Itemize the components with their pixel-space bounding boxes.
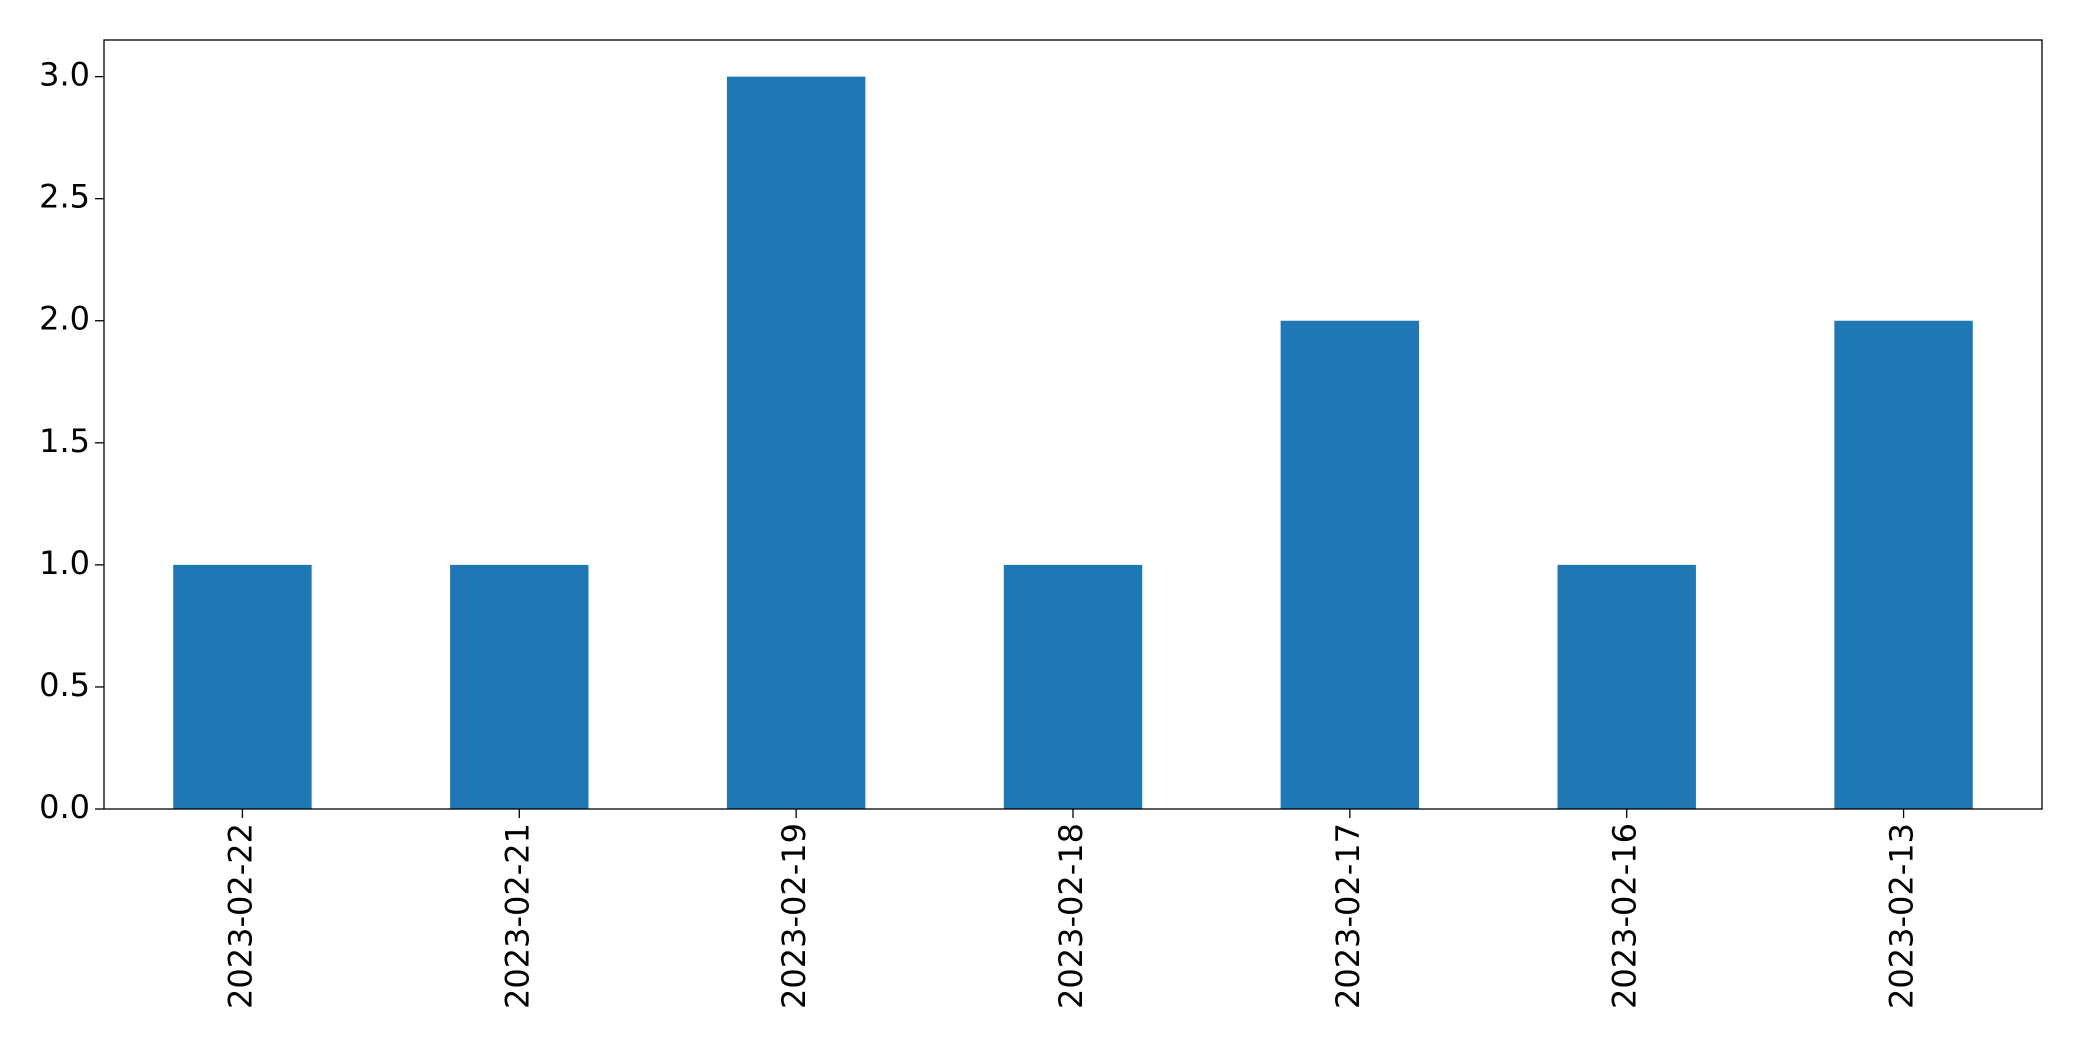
- x-tick-label: 2023-02-18: [1052, 823, 1090, 1009]
- x-tick-label: 2023-02-16: [1606, 823, 1644, 1009]
- y-tick-label: 2.0: [39, 300, 90, 338]
- y-tick-label: 0.0: [39, 788, 90, 826]
- y-tick-label: 3.0: [39, 56, 90, 94]
- bar: [450, 564, 589, 809]
- bar: [1280, 320, 1420, 809]
- bar: [726, 76, 866, 810]
- plot-frame: [103, 39, 2043, 810]
- bar: [173, 564, 312, 809]
- bar: [1557, 564, 1696, 809]
- y-tick-label: 1.5: [39, 422, 90, 460]
- x-tick-label: 2023-02-22: [221, 823, 259, 1009]
- x-tick-label: 2023-02-19: [775, 823, 813, 1009]
- x-tick-label: 2023-02-13: [1883, 823, 1921, 1009]
- bar: [1003, 564, 1143, 809]
- y-tick-label: 1.0: [39, 544, 90, 582]
- y-tick-label: 2.5: [39, 178, 90, 216]
- y-tick-label: 0.5: [39, 666, 90, 704]
- bar: [1834, 320, 1973, 809]
- x-tick-label: 2023-02-21: [498, 823, 536, 1009]
- x-tick-label: 2023-02-17: [1329, 823, 1367, 1009]
